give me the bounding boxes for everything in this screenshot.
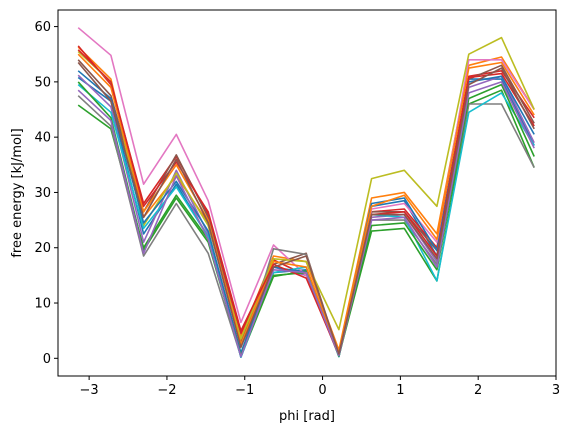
y-tick-label: 50 [34, 75, 51, 90]
x-axis-label: phi [rad] [279, 409, 335, 424]
series-line-8 [77, 95, 535, 358]
series-line-16 [77, 61, 535, 355]
x-tick-label: 0 [318, 383, 326, 398]
y-tick-label: 60 [34, 20, 51, 35]
series-line-15 [77, 81, 535, 358]
series-layer [77, 27, 535, 359]
x-tick-label: 1 [396, 383, 404, 398]
x-tick-label: −3 [80, 383, 99, 398]
y-axis-ticks: 0 10 20 30 40 50 60 [34, 20, 58, 367]
y-axis-label: free energy [kJ/mol] [10, 128, 25, 257]
series-line-7 [77, 27, 535, 357]
x-tick-label: −1 [235, 383, 254, 398]
plot-frame [57, 9, 557, 377]
x-axis-ticks: −3 −2 −1 0 1 2 3 [80, 376, 560, 398]
x-tick-label: 2 [474, 383, 482, 398]
series-line-14 [77, 49, 535, 356]
y-tick-label: 30 [34, 186, 51, 201]
y-tick-label: 40 [34, 131, 51, 146]
series-line-12 [77, 53, 535, 354]
series-line-3 [77, 89, 535, 358]
y-tick-label: 20 [34, 241, 51, 256]
y-tick-label: 10 [34, 297, 51, 312]
x-tick-label: 3 [552, 383, 560, 398]
x-tick-label: −2 [157, 383, 176, 398]
y-tick-label: 0 [43, 352, 51, 367]
